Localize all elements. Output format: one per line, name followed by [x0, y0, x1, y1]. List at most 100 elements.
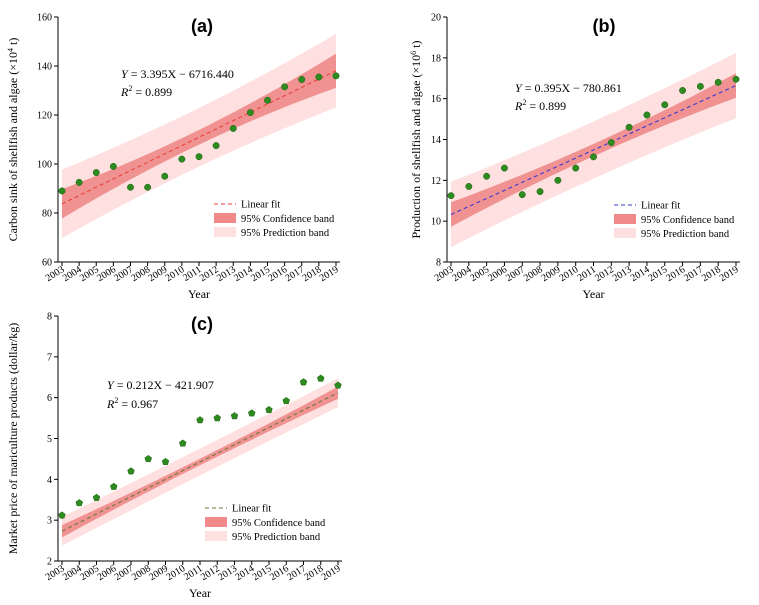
data-point: [213, 414, 221, 422]
data-point: [315, 73, 323, 81]
y-tick-label: 4: [47, 475, 52, 486]
x-axis-title: Year: [188, 287, 210, 301]
x-tick-label: 2019: [318, 264, 341, 284]
data-point: [109, 163, 117, 170]
data-point: [679, 87, 687, 94]
legend-confidence-label: 95% Confidence band: [641, 215, 735, 226]
y-axis-title: Market price of mariculture products (do…: [6, 323, 20, 555]
data-point: [229, 125, 237, 132]
chart-panel-c: 2345678200320042005200620072008200920102…: [6, 312, 343, 601]
data-point: [299, 378, 308, 386]
data-point: [332, 72, 340, 80]
r-squared: R2 = 0.967: [106, 396, 158, 411]
data-point: [195, 153, 203, 161]
legend: Linear fit 95% Confidence band 95% Predict…: [614, 201, 735, 240]
linear-fit-line: [61, 392, 339, 532]
legend-fit-label: Linear fit: [641, 201, 680, 212]
regression-equation: Y = 0.395X − 780.861: [515, 81, 622, 95]
data-point: [127, 467, 135, 475]
legend-prediction-label: 95% Prediction band: [232, 532, 321, 543]
data-point: [643, 111, 651, 119]
data-point: [282, 396, 290, 405]
y-tick-label: 7: [47, 352, 52, 363]
y-tick-label: 8: [436, 258, 441, 269]
y-tick-label: 60: [42, 258, 52, 269]
legend-confidence-label: 95% Confidence band: [241, 214, 335, 225]
data-point: [483, 172, 491, 180]
legend-fit-label: Linear fit: [232, 504, 271, 515]
x-tick-label: 2019: [718, 264, 741, 284]
y-tick-label: 160: [37, 13, 52, 24]
data-point: [298, 76, 306, 83]
y-tick-label: 3: [47, 516, 52, 527]
data-point: [607, 139, 615, 147]
chart-panel-b: 8101214161820200320042005200620072008200…: [409, 13, 741, 302]
data-point: [92, 169, 100, 177]
data-point: [554, 176, 562, 184]
y-tick-label: 20: [431, 13, 441, 24]
data-point: [714, 78, 722, 86]
data-point: [334, 381, 342, 389]
data-point: [465, 183, 473, 190]
y-tick-label: 18: [431, 53, 441, 64]
legend-prediction-swatch: [214, 227, 236, 237]
legend-confidence-label: 95% Confidence band: [232, 518, 326, 529]
data-point: [161, 457, 170, 465]
linear-fit-line: [450, 85, 737, 216]
legend-confidence-swatch: [214, 213, 236, 223]
legend-fit-label: Linear fit: [241, 200, 280, 211]
chart-panel-a: 6080100120140160200320042005200620072008…: [6, 13, 341, 302]
data-point: [661, 101, 669, 109]
legend-confidence-swatch: [614, 214, 636, 224]
data-point: [447, 192, 455, 200]
data-point: [110, 482, 118, 490]
r-squared: R2 = 0.899: [120, 84, 172, 99]
legend: Linear fit 95% Confidence band 95% Predict…: [205, 504, 326, 543]
data-point: [317, 374, 325, 382]
data-point: [732, 75, 740, 83]
x-axis-title: Year: [189, 586, 211, 600]
data-point: [75, 178, 83, 186]
y-tick-label: 120: [37, 111, 52, 122]
y-tick-label: 2: [47, 557, 52, 568]
panel-label: (c): [191, 314, 213, 334]
data-point: [127, 183, 134, 191]
data-point: [212, 142, 220, 150]
regression-equation: Y = 0.212X − 421.907: [107, 378, 214, 392]
data-point: [58, 511, 66, 519]
y-tick-label: 12: [431, 176, 441, 187]
y-tick-label: 6: [47, 393, 52, 404]
panel-label: (b): [593, 16, 616, 36]
x-tick-label: 2019: [320, 563, 343, 583]
data-point: [230, 412, 239, 420]
regression-equation: Y = 3.395X − 6716.440: [121, 67, 234, 81]
legend-prediction-swatch: [614, 228, 636, 238]
data-point: [536, 188, 544, 196]
y-tick-label: 16: [431, 94, 441, 105]
data-point: [246, 109, 254, 117]
data-point: [196, 416, 204, 424]
legend-prediction-swatch: [205, 531, 227, 541]
y-tick-label: 8: [47, 312, 52, 323]
legend-prediction-label: 95% Prediction band: [241, 228, 330, 239]
linear-fit-line: [61, 70, 337, 205]
data-point: [572, 164, 580, 172]
y-tick-label: 5: [47, 434, 52, 445]
data-point: [696, 82, 704, 90]
data-point: [500, 164, 508, 172]
data-point: [161, 172, 169, 180]
data-point: [264, 96, 271, 104]
y-axis-title: Production of shellfish and algae (×106 …: [409, 40, 423, 238]
data-point: [75, 499, 83, 507]
panel-label: (a): [191, 16, 213, 36]
data-point: [179, 439, 187, 447]
data-point: [92, 493, 101, 501]
data-point: [590, 153, 597, 161]
x-axis-title: Year: [582, 287, 604, 301]
data-point: [265, 405, 273, 414]
data-point: [58, 187, 66, 195]
data-point: [281, 83, 289, 91]
y-tick-label: 10: [431, 217, 441, 228]
r-squared: R2 = 0.899: [514, 98, 566, 113]
